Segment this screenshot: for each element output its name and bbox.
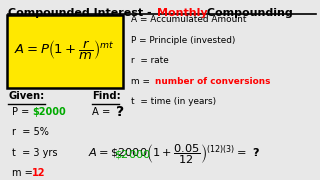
Text: Monthly: Monthly — [157, 8, 207, 18]
Text: P = Principle (invested): P = Principle (invested) — [131, 36, 235, 45]
Text: Given:: Given: — [8, 91, 45, 102]
Text: r  = 5%: r = 5% — [12, 127, 48, 138]
Text: Compounding: Compounding — [203, 8, 292, 18]
Text: r  = rate: r = rate — [131, 56, 168, 65]
Text: $A = \$2000\left(1+\dfrac{0.05}{12}\right)^{(12)(3)} = \ \mathbf{?}$: $A = \$2000\left(1+\dfrac{0.05}{12}\righ… — [88, 143, 260, 166]
Text: 12: 12 — [32, 168, 46, 178]
Text: A = Accumulated Amount: A = Accumulated Amount — [131, 15, 246, 24]
FancyBboxPatch shape — [7, 15, 123, 88]
Text: $\$2000$: $\$2000$ — [114, 148, 151, 161]
Text: P =: P = — [12, 107, 32, 117]
Text: t  = 3 yrs: t = 3 yrs — [12, 148, 57, 158]
Text: Find:: Find: — [92, 91, 121, 102]
Text: Compounded Interest -: Compounded Interest - — [8, 8, 156, 18]
Text: ?: ? — [116, 105, 124, 119]
Text: number of conversions: number of conversions — [155, 77, 271, 86]
Text: A =: A = — [92, 107, 114, 117]
Text: t  = time (in years): t = time (in years) — [131, 97, 216, 106]
Text: m =: m = — [12, 168, 36, 178]
Text: m =: m = — [131, 77, 152, 86]
Text: $A = P\left(1+\dfrac{r}{m}\right)^{mt}$: $A = P\left(1+\dfrac{r}{m}\right)^{mt}$ — [14, 39, 115, 62]
Text: $2000: $2000 — [32, 107, 66, 117]
